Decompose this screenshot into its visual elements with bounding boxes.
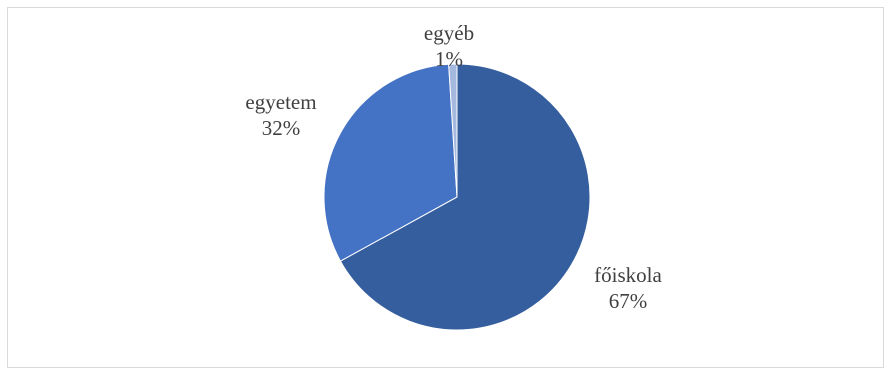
slice-percent-label: 1% (435, 47, 463, 71)
slice-category-label: főiskola (594, 263, 662, 287)
slice-percent-label: 67% (609, 289, 648, 313)
pie-slice-2 (448, 63, 458, 198)
slice-percent-label: 32% (262, 116, 301, 140)
pie-slice-0 (339, 63, 591, 331)
slice-category-label: egyéb (424, 21, 474, 45)
slice-category-label: egyetem (245, 90, 316, 114)
pie-slice-1 (323, 63, 458, 262)
